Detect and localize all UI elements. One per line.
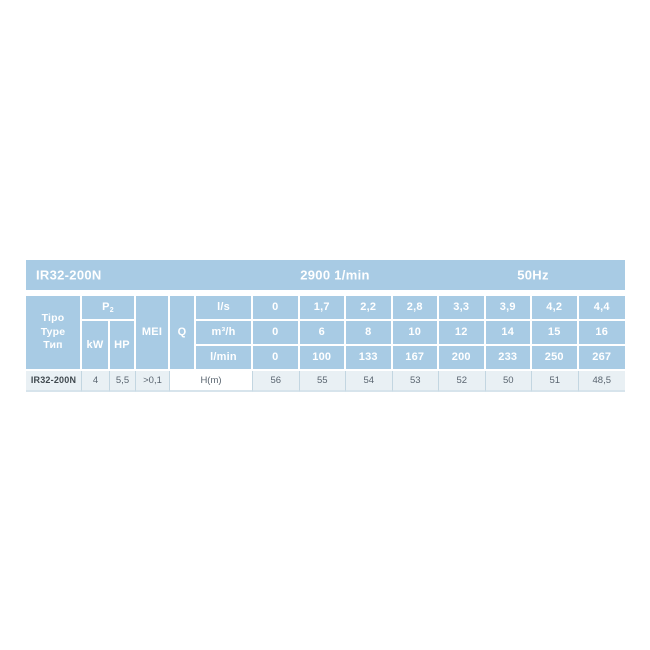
- flow-lmin-value: 167: [392, 346, 439, 371]
- head-value-cell: 56: [253, 371, 300, 392]
- head-value-cell: 50: [485, 371, 532, 392]
- type-label-tip: Тип: [43, 339, 63, 352]
- flow-ls-value: 4,2: [532, 296, 579, 321]
- flow-m3h-value: 15: [532, 321, 579, 346]
- flow-ls-value: 3,3: [439, 296, 486, 321]
- head-value-cell: 53: [392, 371, 439, 392]
- p2-label: P2: [102, 300, 114, 314]
- pump-mei-cell: >0,1: [136, 371, 170, 392]
- flow-m3h-value: 14: [485, 321, 532, 346]
- flow-ls-value: 0: [253, 296, 300, 321]
- header-mei-cell: MEI: [136, 296, 170, 371]
- head-value-cell: 54: [346, 371, 393, 392]
- flow-m3h-value: 0: [253, 321, 300, 346]
- head-label-cell: H(m): [170, 371, 253, 392]
- flow-lmin-value: 267: [578, 346, 625, 371]
- pump-model-cell: IR32-200N: [26, 371, 82, 392]
- table-title-band: IR32-200N 2900 1/min 50Hz: [26, 260, 625, 290]
- header-q-cell: Q: [170, 296, 196, 371]
- flow-m3h-value: 12: [439, 321, 486, 346]
- header-type-cell: Tipo Type Тип: [26, 296, 82, 371]
- pump-kw-cell: 4: [82, 371, 110, 392]
- flow-ls-value: 4,4: [578, 296, 625, 321]
- flow-lmin-value: 233: [485, 346, 532, 371]
- flow-lmin-value: 200: [439, 346, 486, 371]
- type-label-tipo: Tipo: [41, 312, 65, 325]
- head-value-cell: 55: [299, 371, 346, 392]
- unit-ls-cell: l/s: [196, 296, 253, 321]
- header-p2-cell: P2: [82, 296, 136, 321]
- flow-ls-value: 2,2: [346, 296, 393, 321]
- type-label-type: Type: [40, 325, 66, 338]
- flow-lmin-value: 0: [253, 346, 300, 371]
- flow-ls-value: 1,7: [299, 296, 346, 321]
- type-labels: Tipo Type Тип: [41, 312, 66, 353]
- head-value-cell: 52: [439, 371, 486, 392]
- pump-hp-cell: 5,5: [110, 371, 136, 392]
- band-frequency-label: 50Hz: [517, 267, 549, 283]
- band-model-label: IR32-200N: [36, 267, 102, 283]
- flow-lmin-value: 100: [299, 346, 346, 371]
- flow-m3h-value: 10: [392, 321, 439, 346]
- flow-m3h-value: 8: [346, 321, 393, 346]
- performance-table: Tipo Type Тип P2 kW HP MEI Q l/s m³/h l/…: [26, 296, 625, 392]
- flow-ls-value: 2,8: [392, 296, 439, 321]
- band-speed-label: 2900 1/min: [300, 267, 370, 283]
- flow-lmin-value: 133: [346, 346, 393, 371]
- head-value-cell: 51: [532, 371, 579, 392]
- flow-lmin-value: 250: [532, 346, 579, 371]
- unit-lmin-cell: l/min: [196, 346, 253, 371]
- head-value-cell: 48,5: [578, 371, 625, 392]
- flow-m3h-value: 16: [578, 321, 625, 346]
- header-hp-cell: HP: [110, 321, 136, 371]
- unit-m3h-cell: m³/h: [196, 321, 253, 346]
- header-kw-cell: kW: [82, 321, 110, 371]
- flow-ls-value: 3,9: [485, 296, 532, 321]
- flow-m3h-value: 6: [299, 321, 346, 346]
